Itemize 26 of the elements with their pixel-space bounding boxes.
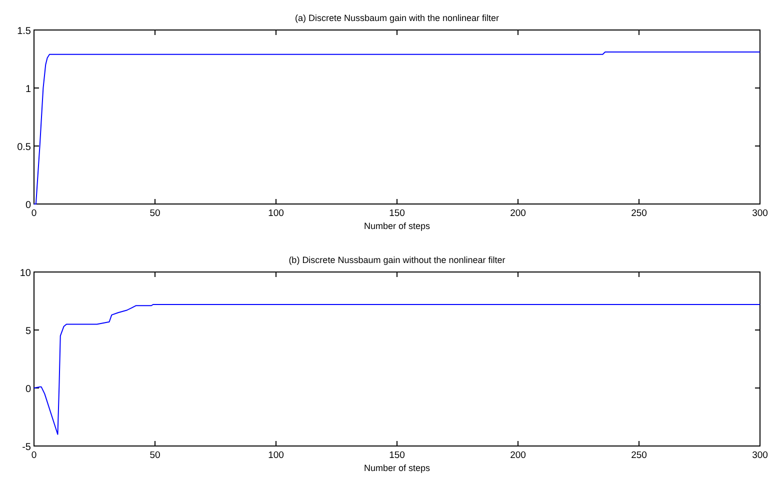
x-tick-label: 300 [752,450,768,461]
x-tick-label: 250 [631,450,647,461]
chart-title: (b) Discrete Nussbaum gain without the nonlinear filter [288,255,506,265]
line-series [34,304,760,435]
chart-title: (a) Discrete Nussbaum gain with the nonlinear filter [294,13,500,23]
x-tick-label: 200 [510,208,526,219]
x-axis-title: Number of steps [364,221,431,231]
y-tick-label: 0.5 [17,142,32,153]
y-tick-label: 1.5 [17,26,32,37]
y-tick-label: 5 [25,326,32,337]
y-tick-label: 0 [25,384,32,395]
line-series [34,52,760,204]
x-tick-label: 250 [631,208,647,219]
x-tick-label: 100 [268,450,284,461]
x-tick-label: 50 [150,208,160,219]
x-tick-label: 50 [150,450,160,461]
y-tick-label: 10 [20,268,32,279]
x-tick-label: 100 [268,208,284,219]
x-tick-label: 300 [752,208,768,219]
y-tick-label: -5 [22,442,32,453]
x-axis-title: Number of steps [364,463,431,473]
x-tick-label: 200 [510,450,526,461]
y-tick-label: 0 [25,200,32,211]
x-tick-label: 150 [389,208,405,219]
y-tick-label: 1 [25,84,32,95]
x-tick-label: 150 [389,450,405,461]
